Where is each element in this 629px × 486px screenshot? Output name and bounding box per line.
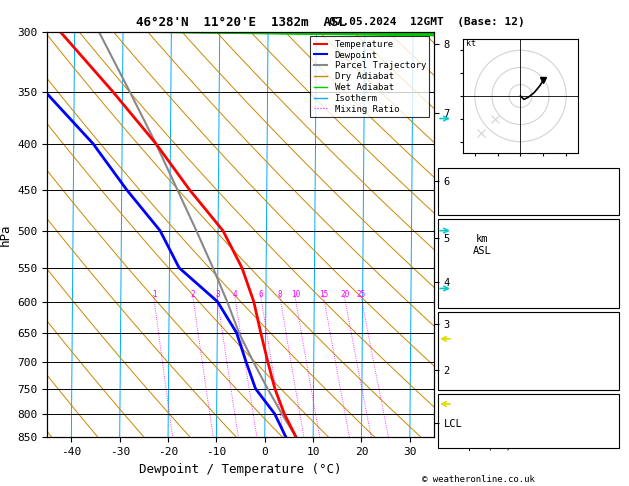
Text: Lifted Index: Lifted Index xyxy=(443,266,518,277)
Legend: Temperature, Dewpoint, Parcel Trajectory, Dry Adiabat, Wet Adiabat, Isotherm, Mi: Temperature, Dewpoint, Parcel Trajectory… xyxy=(310,36,430,117)
Text: 0: 0 xyxy=(607,278,613,288)
Text: 8: 8 xyxy=(607,441,613,451)
Text: 4.4: 4.4 xyxy=(594,244,613,254)
Text: CIN (J): CIN (J) xyxy=(443,289,487,299)
Text: 1.38: 1.38 xyxy=(588,193,613,204)
Text: 27: 27 xyxy=(601,171,613,181)
Text: 0: 0 xyxy=(607,371,613,381)
FancyBboxPatch shape xyxy=(438,168,619,215)
Text: kt: kt xyxy=(465,39,476,48)
Text: 1: 1 xyxy=(152,290,156,298)
Text: Totals Totals: Totals Totals xyxy=(443,182,525,192)
Text: 20: 20 xyxy=(340,290,350,298)
Text: 0: 0 xyxy=(607,289,613,299)
Text: 07.05.2024  12GMT  (Base: 12): 07.05.2024 12GMT (Base: 12) xyxy=(328,17,525,27)
Text: 4: 4 xyxy=(233,290,237,298)
Text: 310: 310 xyxy=(594,337,613,347)
Text: θᴇ(K): θᴇ(K) xyxy=(443,255,475,265)
Text: 46: 46 xyxy=(601,182,613,192)
Text: Hodograph: Hodograph xyxy=(500,396,557,406)
Text: 5: 5 xyxy=(607,266,613,277)
Text: SREH: SREH xyxy=(443,418,469,428)
Text: CAPE (J): CAPE (J) xyxy=(443,278,493,288)
Y-axis label: hPa: hPa xyxy=(0,223,12,246)
Text: CAPE (J): CAPE (J) xyxy=(443,360,493,370)
FancyBboxPatch shape xyxy=(438,219,619,308)
FancyBboxPatch shape xyxy=(438,394,619,448)
Text: StmDir: StmDir xyxy=(443,430,481,440)
Text: PW (cm): PW (cm) xyxy=(443,193,487,204)
Text: Pressure (mb): Pressure (mb) xyxy=(443,326,525,336)
Text: Dewp (°C): Dewp (°C) xyxy=(443,244,499,254)
Text: 309: 309 xyxy=(594,255,613,265)
Text: 8: 8 xyxy=(278,290,282,298)
Text: 0: 0 xyxy=(607,360,613,370)
Text: 2: 2 xyxy=(191,290,196,298)
Text: 10: 10 xyxy=(291,290,300,298)
Text: Mixing Ratio (g/kg): Mixing Ratio (g/kg) xyxy=(484,179,494,290)
Text: 3: 3 xyxy=(215,290,220,298)
Text: StmSpd (kt): StmSpd (kt) xyxy=(443,441,512,451)
Text: 650: 650 xyxy=(594,326,613,336)
Y-axis label: km
ASL: km ASL xyxy=(472,235,491,256)
Text: Surface: Surface xyxy=(506,221,550,231)
Text: 25: 25 xyxy=(357,290,366,298)
Text: © weatheronline.co.uk: © weatheronline.co.uk xyxy=(421,475,535,484)
Text: 15: 15 xyxy=(320,290,328,298)
X-axis label: Dewpoint / Temperature (°C): Dewpoint / Temperature (°C) xyxy=(140,463,342,476)
Text: 239°: 239° xyxy=(588,430,613,440)
FancyBboxPatch shape xyxy=(438,312,619,389)
Text: CIN (J): CIN (J) xyxy=(443,371,487,381)
Text: 20: 20 xyxy=(601,407,613,417)
Title: 46°28'N  11°20'E  1382m  ASL: 46°28'N 11°20'E 1382m ASL xyxy=(136,16,345,29)
Text: 6: 6 xyxy=(259,290,264,298)
Text: 3: 3 xyxy=(607,348,613,359)
Text: Temp (°C): Temp (°C) xyxy=(443,232,499,243)
Text: 40: 40 xyxy=(601,418,613,428)
Text: EH: EH xyxy=(443,407,456,417)
Text: 6.5: 6.5 xyxy=(594,232,613,243)
Text: θᴇ (K): θᴇ (K) xyxy=(443,337,481,347)
Text: K: K xyxy=(443,171,450,181)
Text: Most Unstable: Most Unstable xyxy=(487,314,569,325)
Text: Lifted Index: Lifted Index xyxy=(443,348,518,359)
